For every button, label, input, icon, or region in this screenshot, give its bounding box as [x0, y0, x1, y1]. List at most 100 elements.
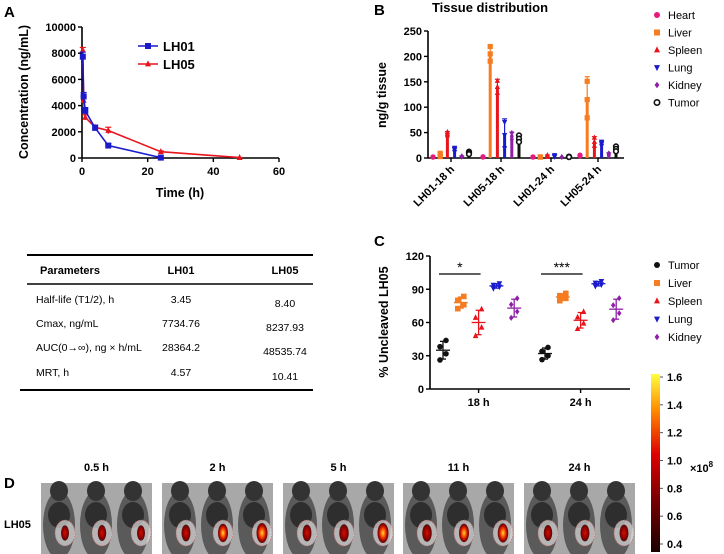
data-point-spleen-marker — [544, 153, 550, 159]
y-tick-label: 30 — [412, 351, 424, 363]
data-point-lh05-marker — [79, 46, 86, 53]
table-row: Cmax, ng/mL 7734.76 8237.93 — [36, 318, 304, 334]
data-point-kidney-marker — [508, 301, 514, 308]
legend-marker — [145, 43, 151, 49]
fluorescence-signal — [97, 525, 107, 541]
panel-label-d: D — [4, 475, 15, 492]
y-tick-label: 4000 — [52, 101, 76, 113]
data-point-liver-marker — [584, 96, 590, 103]
y-tick-label: 150 — [404, 77, 422, 89]
data-point-kidney-marker — [616, 295, 622, 302]
legend-marker — [654, 29, 660, 36]
fluorescence-signal — [61, 525, 69, 541]
fluorescence-signal — [459, 523, 469, 543]
table-cell-lh01: 28364.2 — [162, 342, 200, 354]
data-point-lung-marker — [496, 281, 503, 287]
data-point-liver-marker — [563, 290, 569, 297]
data-point-heart-marker — [577, 153, 583, 159]
y-axis-label: ng/g tissue — [375, 62, 389, 128]
legend-label: Liver — [668, 28, 692, 40]
y-tick-label: 50 — [410, 128, 422, 140]
data-point-lh01-marker — [92, 124, 99, 131]
x-tick-label: LH01-24 h — [511, 163, 557, 209]
table-cell-parameter: Cmax, ng/mL — [36, 318, 99, 330]
data-point-liver-marker — [487, 43, 493, 50]
y-tick-label: 6000 — [52, 74, 76, 86]
data-point-lh01-marker — [80, 93, 87, 100]
data-point-kidney-marker — [459, 154, 464, 160]
table-cell-parameter: MRT, h — [36, 367, 69, 379]
series-line-lh05 — [82, 50, 240, 159]
table-cell-lh05: 8.40 — [275, 298, 296, 310]
data-point-kidney-marker — [616, 310, 622, 317]
legend-label: Kidney — [668, 80, 702, 92]
table-cell-parameter: Half-life (T1/2), h — [36, 294, 114, 306]
table-header-parameters: Parameters — [40, 265, 100, 277]
data-point-spleen-marker — [580, 320, 587, 326]
data-point-liver-marker — [557, 292, 563, 299]
legend-label: LH05 — [163, 57, 195, 72]
mouse-head — [245, 481, 263, 501]
fluorescence-signal — [580, 524, 590, 542]
x-axis-label: Time (h) — [156, 186, 204, 200]
data-point-spleen-marker — [591, 138, 597, 144]
data-point-lung-marker — [452, 149, 458, 156]
data-point-lh05-marker — [236, 154, 243, 161]
fluorescence-signal — [339, 524, 349, 542]
data-point-spleen-marker — [494, 83, 500, 89]
mouse-head — [329, 481, 347, 501]
fluorescence-signal — [181, 524, 191, 542]
data-point-lung-marker — [592, 283, 599, 290]
y-tick-label: 60 — [412, 318, 424, 330]
x-tick-label: LH01-18 h — [411, 163, 457, 209]
data-point-lh01-marker — [105, 142, 112, 149]
timepoint-label: 11 h — [448, 462, 470, 474]
bar-liver — [488, 53, 492, 158]
fluorescence-signal — [302, 524, 312, 542]
data-point-lung-marker — [502, 146, 508, 152]
fluorescence-signal — [619, 524, 629, 542]
y-tick-label: 8000 — [52, 48, 76, 60]
mouse-head — [607, 481, 625, 501]
data-point-tumor-marker — [565, 153, 573, 161]
data-point-lung-marker — [552, 154, 558, 160]
data-point-heart-marker — [480, 154, 486, 160]
y-tick-label: 250 — [404, 26, 422, 38]
x-tick-label: 60 — [273, 166, 285, 178]
fluorescence-signal — [422, 524, 432, 542]
mouse-image — [162, 481, 273, 554]
data-point-tumor-marker — [443, 350, 449, 357]
legend-label: Tumor — [668, 260, 700, 272]
mouse-head — [124, 481, 142, 501]
y-tick-label: 0 — [416, 153, 422, 165]
data-point-liver-marker — [461, 301, 467, 308]
legend-marker — [654, 297, 660, 304]
x-tick-label: LH05-24 h — [558, 163, 604, 209]
data-point-tumor-marker — [539, 348, 545, 355]
table-cell-lh05: 8237.93 — [266, 322, 304, 334]
data-point-tumor-marker — [465, 150, 473, 158]
mouse-head — [486, 481, 504, 501]
legend-label: Lung — [668, 314, 692, 326]
data-point-tumor-marker — [539, 356, 545, 363]
x-tick-label: 18 h — [468, 397, 490, 409]
row-label: LH05 — [4, 519, 31, 531]
data-point-kidney-marker — [509, 133, 514, 140]
colorbar-multiplier: ×108 — [690, 460, 714, 475]
table-cell-lh05: 10.41 — [272, 371, 298, 383]
data-point-liver-marker — [461, 293, 467, 300]
colorbar-tick-label: 1.4 — [667, 400, 683, 412]
data-point-lung-marker — [502, 133, 508, 139]
data-point-liver-marker — [584, 78, 590, 84]
table-cell-lh05: 48535.74 — [263, 346, 307, 358]
colorbar-tick-label: 1.2 — [667, 428, 682, 440]
data-point-spleen-marker — [591, 134, 597, 140]
x-tick-label: 20 — [142, 166, 154, 178]
pk-parameters-table: Parameters LH01 LH05 Half-life (T1/2), h… — [20, 254, 313, 391]
panel-label-c: C — [374, 233, 385, 250]
data-point-lung-marker — [598, 282, 605, 288]
x-tick-label: 40 — [207, 166, 219, 178]
y-tick-label: 120 — [406, 251, 424, 263]
colorbar — [651, 374, 660, 552]
